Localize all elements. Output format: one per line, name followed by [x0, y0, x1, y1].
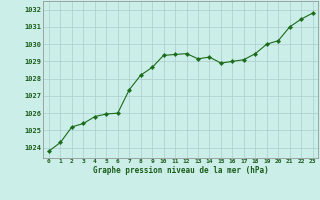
- X-axis label: Graphe pression niveau de la mer (hPa): Graphe pression niveau de la mer (hPa): [93, 166, 269, 175]
